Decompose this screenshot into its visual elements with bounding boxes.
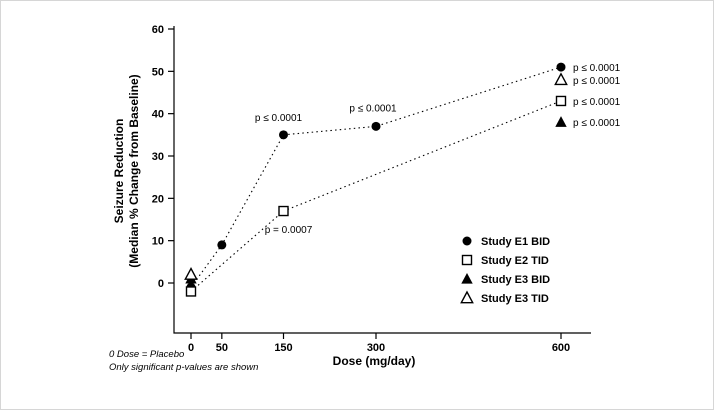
- y-tick-label: 10: [152, 236, 164, 248]
- y-axis-title-line2: (Median % Change from Baseline): [127, 74, 141, 267]
- p-value-annotations: p ≤ 0.0001 p ≤ 0.0001 p = 0.0007 p ≤ 0.0001…: [255, 63, 621, 236]
- y-axis-title-line1: Seizure Reduction: [112, 119, 126, 224]
- chart-legend: Study E1 BID Study E2 TID Study E3 BID Stud…: [460, 236, 550, 305]
- x-tick-label: 150: [274, 342, 292, 354]
- data-point-study-e1-bid: [279, 130, 288, 140]
- p-value-label-3: p ≤ 0.0001: [573, 63, 621, 74]
- data-point-study-e1-bid: [371, 121, 381, 131]
- x-axis-title: Dose (mg/day): [333, 354, 416, 368]
- series-markers: [184, 62, 568, 297]
- legend-label-study-e3-tid: Study E3 TID: [481, 293, 549, 305]
- p-value-label-2: p = 0.0007: [265, 225, 313, 236]
- p-value-label-4: p ≤ 0.0001: [573, 76, 621, 87]
- legend-marker-study-e2-tid: [461, 254, 473, 266]
- axis-lines: [173, 26, 591, 334]
- y-tick-label: 20: [152, 193, 164, 205]
- p-value-label-1: p ≤ 0.0001: [349, 103, 397, 114]
- data-point-study-e1-bid: [217, 240, 227, 250]
- data-point-study-e2-tid: [185, 286, 197, 297]
- data-point-study-e2-tid: [278, 205, 289, 217]
- data-point-study-e3-tid: [184, 267, 198, 280]
- legend-label-study-e1-bid: Study E1 BID: [481, 236, 550, 248]
- data-point-study-e3-bid: [555, 116, 567, 127]
- y-tick-label: 40: [152, 109, 164, 121]
- data-point-study-e2-tid: [555, 95, 567, 107]
- x-tick-label: 50: [216, 342, 228, 354]
- footnote-placebo: 0 Dose = Placebo: [109, 349, 184, 360]
- y-tick-label: 30: [152, 151, 164, 163]
- y-tick-label: 0: [158, 278, 164, 290]
- x-tick-label: 300: [367, 342, 385, 354]
- legend-marker-study-e1-bid: [462, 236, 472, 246]
- legend-marker-study-e3-bid: [461, 273, 473, 284]
- x-tick-label: 600: [552, 342, 570, 354]
- x-tick-label: 0: [188, 342, 194, 354]
- p-value-label-5: p ≤ 0.0001: [573, 97, 621, 108]
- p-value-label-6: p ≤ 0.0001: [573, 118, 621, 129]
- p-value-label-0: p ≤ 0.0001: [255, 113, 303, 124]
- y-tick-label: 60: [152, 24, 164, 36]
- legend-marker-study-e3-tid: [460, 290, 474, 304]
- data-point-study-e1-bid: [556, 62, 566, 72]
- footnote-pvalues: Only significant p-values are shown: [109, 362, 258, 373]
- legend-label-study-e3-bid: Study E3 BID: [481, 274, 550, 286]
- y-tick-label: 50: [152, 66, 164, 78]
- legend-label-study-e2-tid: Study E2 TID: [481, 255, 549, 267]
- data-point-study-e3-tid: [554, 72, 568, 86]
